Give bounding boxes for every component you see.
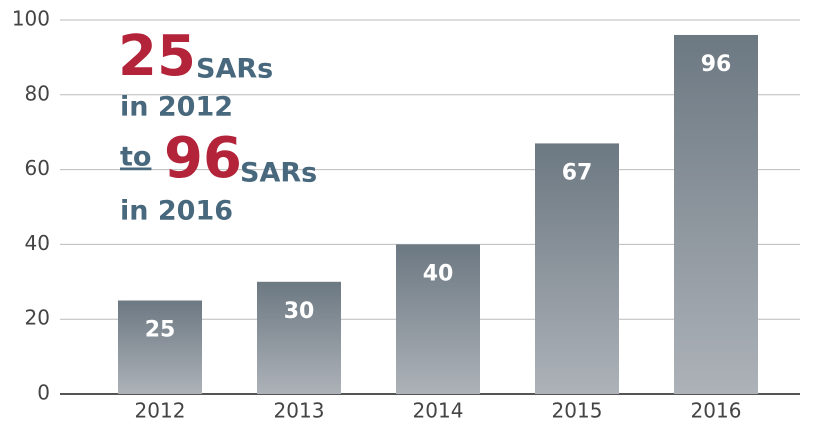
bar	[257, 281, 341, 394]
annotation-number: 25	[118, 24, 196, 89]
bar	[674, 34, 758, 395]
x-tick-label: 2016	[691, 399, 742, 423]
annotation-unit: SARs	[196, 54, 273, 85]
y-tick-label: 0	[37, 381, 50, 405]
annotation-number: 96	[164, 126, 242, 191]
annotation-unit: SARs	[240, 158, 317, 189]
data-label: 67	[562, 160, 593, 185]
data-label: 30	[284, 299, 315, 324]
data-label: 25	[145, 318, 176, 343]
y-tick-label: 80	[25, 81, 50, 105]
bar	[535, 143, 619, 394]
data-label: 96	[701, 52, 732, 77]
annotation-connector: to	[120, 142, 151, 173]
x-tick-label: 2012	[135, 399, 186, 423]
y-tick-label: 40	[25, 231, 50, 255]
annotation: 25 SARs in 2012 to 96 SARs in 2016	[118, 24, 317, 226]
annotation-year: in 2016	[120, 196, 233, 227]
x-tick-label: 2015	[552, 399, 603, 423]
annotation-year: in 2012	[120, 92, 233, 123]
y-tick-label: 100	[12, 7, 50, 31]
y-tick-label: 60	[25, 156, 50, 180]
bar	[118, 300, 202, 394]
bar	[396, 244, 480, 394]
data-label: 40	[423, 261, 454, 286]
y-tick-label: 20	[25, 306, 50, 330]
x-tick-label: 2013	[274, 399, 325, 423]
x-tick-label: 2014	[413, 399, 464, 423]
